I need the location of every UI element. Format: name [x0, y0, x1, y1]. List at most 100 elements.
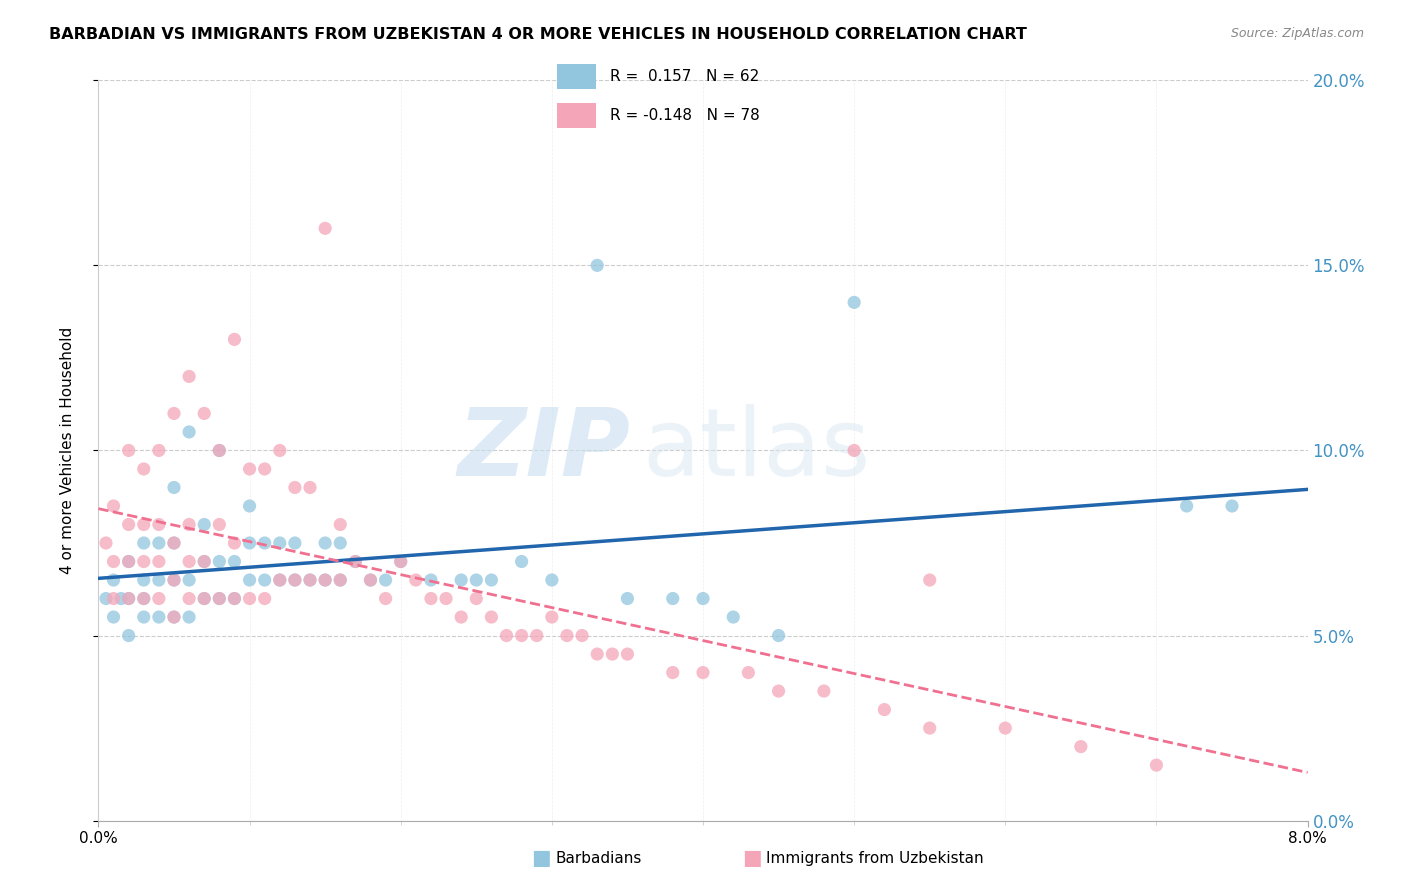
Point	[389, 554, 412, 569]
Point	[193, 517, 215, 532]
Point	[163, 610, 186, 624]
Point	[420, 573, 443, 587]
Point	[405, 573, 427, 587]
Point	[193, 554, 215, 569]
Point	[148, 517, 170, 532]
Point	[253, 462, 276, 476]
Text: Barbadians: Barbadians	[555, 851, 641, 865]
Point	[193, 591, 215, 606]
Point	[148, 573, 170, 587]
Point	[224, 591, 246, 606]
Point	[179, 573, 201, 587]
Point	[163, 573, 186, 587]
Point	[239, 573, 262, 587]
Point	[510, 628, 533, 642]
Point	[661, 665, 683, 680]
Point	[239, 462, 262, 476]
Point	[329, 573, 352, 587]
Point	[224, 332, 246, 346]
Point	[314, 536, 336, 550]
Point	[94, 591, 117, 606]
Point	[148, 536, 170, 550]
Point	[692, 665, 714, 680]
Point	[844, 295, 866, 310]
Point	[329, 573, 352, 587]
Point	[1146, 758, 1168, 772]
Text: R =  0.157   N = 62: R = 0.157 N = 62	[610, 69, 759, 84]
Point	[148, 591, 170, 606]
Point	[314, 573, 336, 587]
Point	[208, 591, 231, 606]
Point	[163, 610, 186, 624]
Point	[510, 554, 533, 569]
Point	[918, 721, 941, 735]
Point	[540, 610, 562, 624]
Point	[224, 591, 246, 606]
Point	[103, 591, 125, 606]
Point	[118, 443, 141, 458]
Point	[360, 573, 382, 587]
Point	[284, 573, 307, 587]
Bar	[557, 63, 596, 89]
Point	[132, 517, 155, 532]
Point	[873, 703, 896, 717]
Point	[344, 554, 367, 569]
Point	[118, 517, 141, 532]
Point	[132, 554, 155, 569]
Point	[118, 591, 141, 606]
Point	[118, 628, 141, 642]
Point	[179, 554, 201, 569]
Point	[526, 628, 548, 642]
Point	[571, 628, 593, 642]
Point	[148, 610, 170, 624]
Point	[110, 591, 132, 606]
Point	[269, 443, 291, 458]
Point	[314, 221, 336, 235]
Point	[602, 647, 624, 661]
Point	[208, 591, 231, 606]
Point	[299, 481, 322, 495]
Point	[239, 536, 262, 550]
Point	[555, 628, 578, 642]
Point	[224, 554, 246, 569]
Point	[193, 554, 215, 569]
Text: ■: ■	[742, 848, 762, 868]
Point	[179, 517, 201, 532]
Point	[179, 591, 201, 606]
Point	[1220, 499, 1243, 513]
Point	[179, 425, 201, 439]
Point	[269, 536, 291, 550]
Point	[163, 573, 186, 587]
Point	[94, 536, 117, 550]
Text: atlas: atlas	[643, 404, 870, 497]
Point	[269, 573, 291, 587]
Point	[360, 573, 382, 587]
Point	[163, 536, 186, 550]
Point	[692, 591, 714, 606]
Point	[269, 573, 291, 587]
Point	[1175, 499, 1198, 513]
Point	[284, 481, 307, 495]
Point	[118, 591, 141, 606]
Point	[994, 721, 1017, 735]
Point	[163, 481, 186, 495]
Point	[103, 610, 125, 624]
Point	[103, 499, 125, 513]
Point	[208, 443, 231, 458]
Point	[616, 591, 638, 606]
Point	[450, 610, 472, 624]
Point	[918, 573, 941, 587]
Point	[465, 591, 488, 606]
Point	[253, 536, 276, 550]
Point	[103, 554, 125, 569]
Text: Immigrants from Uzbekistan: Immigrants from Uzbekistan	[766, 851, 984, 865]
Point	[299, 573, 322, 587]
Point	[813, 684, 835, 698]
Point	[540, 573, 562, 587]
Text: Source: ZipAtlas.com: Source: ZipAtlas.com	[1230, 27, 1364, 40]
Point	[163, 407, 186, 421]
Point	[239, 499, 262, 513]
Point	[179, 369, 201, 384]
Point	[179, 610, 201, 624]
Point	[329, 536, 352, 550]
